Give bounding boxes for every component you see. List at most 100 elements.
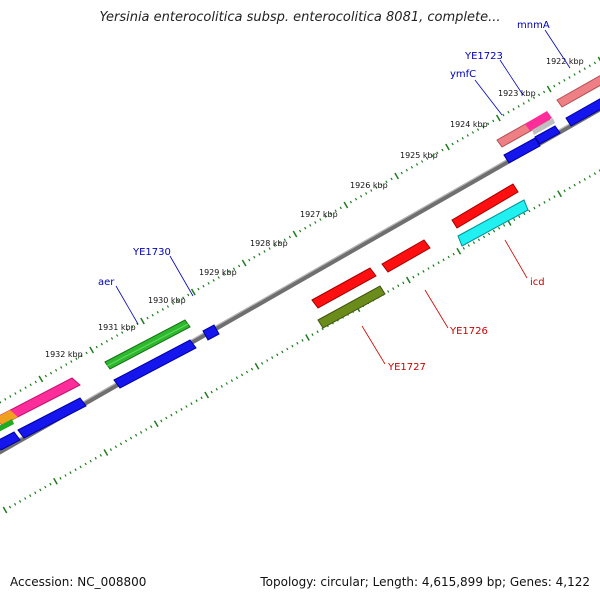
outer-tick [385, 180, 388, 184]
outer-tick [227, 270, 231, 274]
outer-tick-ring [0, 56, 600, 404]
outer-tick [481, 125, 485, 129]
inner-tick [533, 206, 536, 210]
outer-tick [49, 371, 53, 375]
outer-tick [309, 224, 312, 227]
gene-label-YE1726[interactable]: YE1726 [449, 326, 488, 337]
outer-tick [400, 171, 403, 175]
outer-tick [461, 137, 464, 140]
gene-red-icd-upper[interactable] [451, 183, 519, 229]
inner-tick [134, 433, 138, 437]
outer-tick [80, 354, 83, 358]
outer-tick [121, 331, 124, 334]
inner-tick [305, 334, 310, 341]
outer-tick [522, 102, 525, 105]
outer-tick [334, 209, 337, 213]
outer-tick [29, 383, 32, 387]
gene-blue-ymfC[interactable] [503, 137, 541, 164]
outer-tick [394, 172, 400, 180]
outer-tick [466, 134, 469, 137]
outer-tick [34, 380, 37, 384]
gene-YE1723[interactable] [525, 111, 552, 131]
outer-tick [136, 322, 139, 326]
outer-tick [314, 221, 317, 224]
outer-tick [258, 252, 261, 256]
outer-tick [176, 299, 180, 303]
gene-red-YE1727-upper[interactable] [311, 267, 377, 309]
outer-tick [9, 395, 12, 398]
gene-blue-left-2[interactable] [17, 397, 87, 439]
gene-icd[interactable] [457, 199, 529, 247]
inner-tick [99, 454, 102, 457]
gene-label-ymfC[interactable]: ymfC [450, 69, 476, 80]
outer-tick [593, 61, 597, 65]
accession-text: Accession: NC_008800 [10, 575, 147, 589]
gene-orange-left[interactable] [0, 410, 18, 425]
inner-tick [225, 382, 228, 385]
outer-tick [441, 148, 444, 152]
gene-blue-small[interactable] [202, 324, 220, 341]
outer-tick [405, 168, 408, 172]
gene-label-YE1730[interactable]: YE1730 [132, 247, 171, 258]
gene-blue-left-1[interactable] [0, 431, 21, 451]
inner-tick [472, 241, 476, 244]
outer-tick [4, 398, 7, 401]
kbp-label-1929: 1929 kbp [199, 268, 237, 277]
gene-label-YE1723[interactable]: YE1723 [464, 51, 503, 62]
kbp-labels: 1922 kbp 1923 kbp 1924 kbp 1925 kbp 1926… [45, 57, 584, 359]
outer-tick [380, 183, 383, 187]
outer-tick [202, 284, 205, 288]
gene-pink-left[interactable] [0, 377, 81, 426]
outer-tick [24, 386, 27, 390]
outer-tick [268, 247, 271, 250]
gene-YE1727[interactable] [317, 285, 386, 329]
outer-tick [54, 368, 58, 372]
inner-tick [79, 465, 82, 469]
inner-tick [311, 333, 314, 336]
gene-YE1726[interactable] [381, 239, 431, 273]
gene-label-YE1727[interactable]: YE1727 [387, 362, 426, 373]
inner-tick [548, 198, 551, 201]
inner-tick [286, 347, 289, 351]
outer-tick [517, 105, 520, 108]
outer-tick [126, 328, 129, 331]
outer-tick [359, 194, 363, 198]
inner-tick [573, 183, 576, 187]
inner-tick [34, 491, 37, 495]
inner-tick [387, 290, 390, 293]
inner-tick [39, 488, 42, 492]
gene-green-left[interactable] [0, 419, 14, 433]
outer-tick [19, 389, 22, 392]
inner-tick [452, 252, 455, 256]
inner-tick [538, 203, 541, 207]
inner-tick [170, 413, 173, 417]
outer-tick [420, 160, 424, 163]
gene-mnmA[interactable] [556, 70, 600, 108]
gene-blue-YE1723[interactable] [534, 125, 561, 145]
gene-label-mnmA[interactable]: mnmA [517, 20, 550, 31]
gene-blue-aer[interactable] [113, 339, 197, 389]
outer-tick [100, 342, 103, 346]
inner-tick [190, 402, 193, 405]
inner-tick [568, 186, 571, 190]
outer-tick [329, 212, 332, 216]
inner-tick [518, 215, 521, 219]
outer-tick [283, 238, 286, 242]
gene-blue-mnmA[interactable] [565, 96, 600, 127]
inner-tick-ring [2, 169, 600, 514]
inner-tick [200, 396, 203, 400]
outer-tick [14, 392, 17, 395]
gene-label-icd[interactable]: icd [530, 277, 545, 288]
inner-tick [271, 356, 274, 359]
inner-tick [553, 195, 556, 198]
outer-tick [495, 114, 501, 122]
inner-tick [477, 238, 481, 242]
kbp-label-1931: 1931 kbp [98, 323, 136, 332]
outer-tick [492, 119, 495, 123]
gene-grey-small[interactable] [532, 118, 555, 135]
inner-tick [240, 373, 244, 377]
gene-label-aer[interactable]: aer [98, 277, 115, 288]
inner-tick [557, 190, 562, 198]
inner-tick [69, 471, 72, 474]
